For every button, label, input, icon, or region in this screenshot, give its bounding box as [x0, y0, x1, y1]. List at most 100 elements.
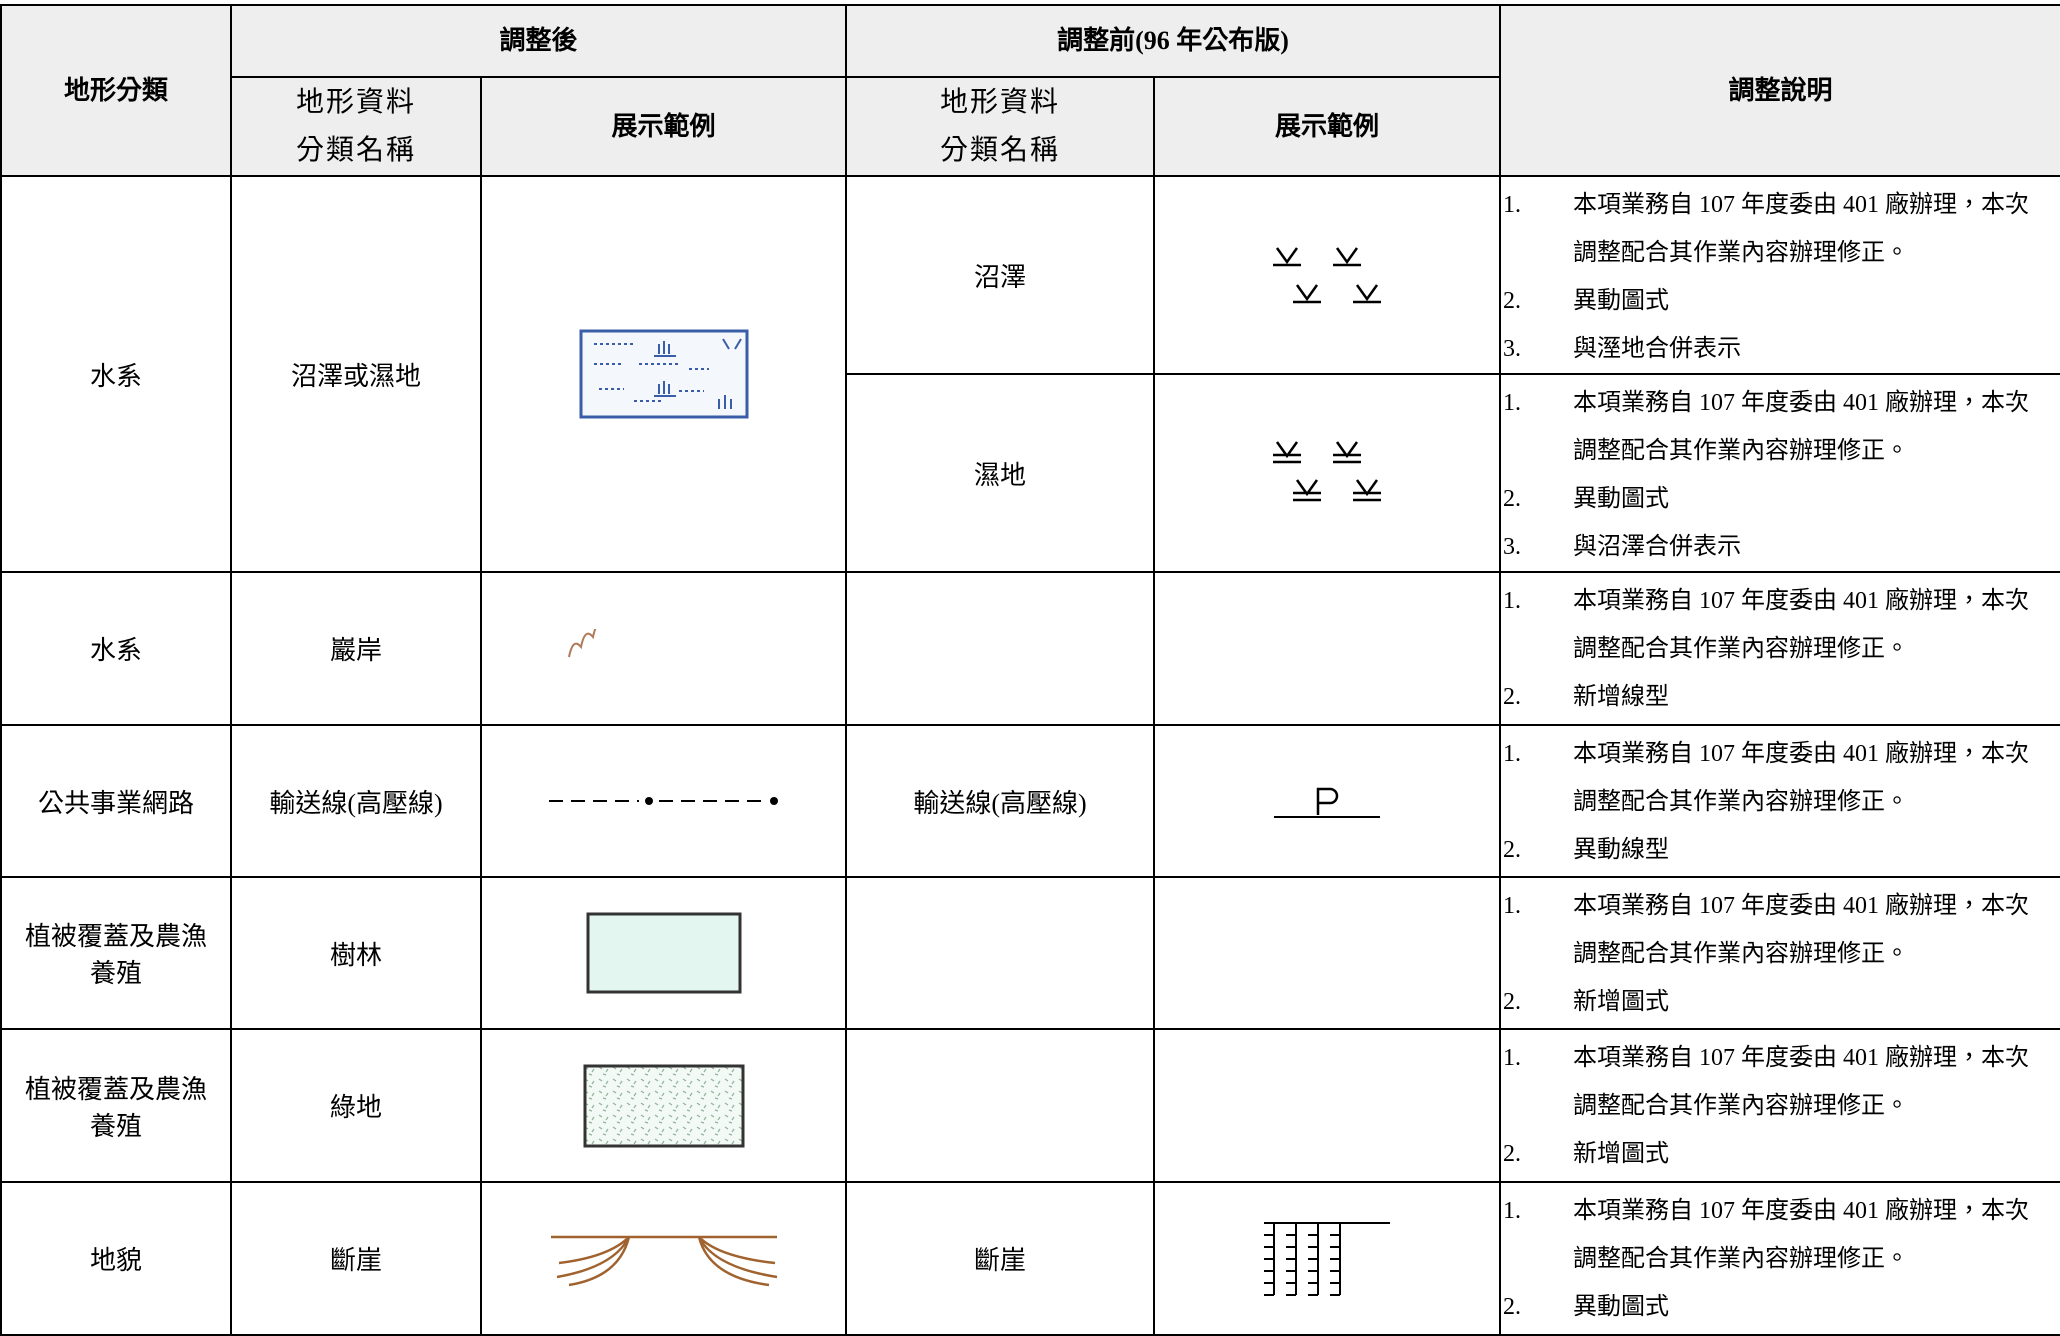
- note-text: 本項業務自 107 年度委由 401 廠辦理，本次調整配合其作業內容辦理修正。: [1573, 588, 2030, 662]
- note-marker: 1.: [1503, 1045, 1522, 1071]
- category-cell: 植被覆蓋及農漁養殖: [0, 1028, 232, 1183]
- notes-cell: 1. 本項業務自 107 年度委由 401 廠辦理，本次調整配合其作業內容辦理修正…: [1499, 1028, 2060, 1183]
- notes-cell: 1. 本項業務自 107 年度委由 401 廠辦理，本次調整配合其作業內容辦理修正…: [1499, 571, 2060, 726]
- rocky-shore-icon: [567, 628, 606, 657]
- marsh-icon: [579, 329, 748, 419]
- note-item: 2. 新增圖式: [1503, 978, 2054, 1026]
- row: 濕地 1. 本項業務自 107 年度委由 401 廠辦理，本次調整配合其作業內容辦…: [1, 373, 2060, 573]
- name-cell: 濕地: [845, 373, 1156, 573]
- header-cell: 調整前(96 年公布版): [845, 4, 1502, 78]
- swamp-icon: [1273, 247, 1382, 304]
- note-text: 新增線型: [1573, 684, 1670, 710]
- note-item: 3. 與沼澤合併表示: [1503, 523, 2054, 571]
- note-text: 異動圖式: [1573, 486, 1670, 512]
- header-line: 地形資料: [940, 86, 1061, 118]
- note-item: 1. 本項業務自 107 年度委由 401 廠辦理，本次調整配合其作業內容辦理修正…: [1503, 577, 2054, 673]
- header-cell: 調整說明: [1499, 4, 2060, 177]
- note-item: 1. 本項業務自 107 年度委由 401 廠辦理，本次調整配合其作業內容辦理修正…: [1503, 181, 2054, 277]
- example-cell: [479, 1028, 848, 1183]
- header-cell: 展示範例: [1153, 76, 1502, 177]
- notes-cell: 1. 本項業務自 107 年度委由 401 廠辦理，本次調整配合其作業內容辦理修正…: [1499, 1181, 2060, 1336]
- note-text: 本項業務自 107 年度委由 401 廠辦理，本次調整配合其作業內容辦理修正。: [1573, 1198, 2030, 1272]
- category-cell: 地貌: [0, 1181, 232, 1336]
- empty-cell: [1153, 1028, 1502, 1183]
- note-text: 本項業務自 107 年度委由 401 廠辦理，本次調整配合其作業內容辦理修正。: [1573, 1045, 2030, 1119]
- example-cell: [479, 1181, 848, 1336]
- header-line: 地形資料: [295, 86, 416, 118]
- category-cell: 水系: [0, 175, 232, 573]
- note-text: 異動圖式: [1573, 288, 1670, 314]
- name-cell: 綠地: [230, 1028, 482, 1183]
- old-powerline-icon: [1274, 787, 1381, 818]
- example-cell: [479, 876, 848, 1030]
- note-marker: 2.: [1503, 486, 1522, 512]
- name-cell: 輸送線(高壓線): [230, 724, 482, 878]
- note-marker: 2.: [1503, 1294, 1522, 1320]
- note-text: 與溼地合併表示: [1573, 336, 1742, 362]
- note-text: 異動圖式: [1573, 1294, 1670, 1320]
- body: {"header":{"category":"地形分類","after":"調整…: [0, 4, 2060, 1336]
- note-marker: 2.: [1503, 837, 1522, 863]
- empty-cell: [1153, 571, 1502, 726]
- note-text: 本項業務自 107 年度委由 401 廠辦理，本次調整配合其作業內容辦理修正。: [1573, 192, 2030, 266]
- note-marker: 1.: [1503, 390, 1522, 416]
- note-marker: 1.: [1503, 741, 1522, 767]
- note-item: 2. 異動圖式: [1503, 1283, 2054, 1331]
- category-cell: 水系: [0, 571, 232, 726]
- note-text: 本項業務自 107 年度委由 401 廠辦理，本次調整配合其作業內容辦理修正。: [1573, 893, 2030, 967]
- name-cell: 沼澤: [845, 175, 1156, 375]
- cliff-icon: [550, 1235, 777, 1286]
- empty-cell: [845, 1028, 1156, 1183]
- category-cell: 公共事業網路: [0, 724, 232, 878]
- notes-cell: 1. 本項業務自 107 年度委由 401 廠辦理，本次調整配合其作業內容辦理修正…: [1499, 724, 2060, 878]
- note-marker: 2.: [1503, 989, 1522, 1015]
- powerline-icon: [548, 797, 778, 805]
- note-item: 1. 本項業務自 107 年度委由 401 廠辦理，本次調整配合其作業內容辦理修正…: [1503, 1187, 2054, 1283]
- note-text: 異動線型: [1573, 837, 1670, 863]
- note-item: 1. 本項業務自 107 年度委由 401 廠辦理，本次調整配合其作業內容辦理修正…: [1503, 882, 2054, 978]
- note-item: 1. 本項業務自 107 年度委由 401 廠辦理，本次調整配合其作業內容辦理修正…: [1503, 730, 2054, 826]
- note-marker: 1.: [1503, 1198, 1522, 1224]
- header-cell: 地形分類: [0, 4, 232, 177]
- example-cell: [479, 724, 848, 878]
- name-cell: 斷崖: [845, 1181, 1156, 1336]
- note-marker: 3.: [1503, 336, 1522, 362]
- note-marker: 1.: [1503, 588, 1522, 614]
- note-marker: 2.: [1503, 1141, 1522, 1167]
- row: 水系 沼澤或濕地 沼澤 1. 本項業務自 107 年度委由 401 廠辦理，本次調…: [0, 175, 2060, 573]
- header-line: 分類名稱: [295, 134, 416, 166]
- note-item: 1. 本項業務自 107 年度委由 401 廠辦理，本次調整配合其作業內容辦理修正…: [1503, 1034, 2054, 1130]
- old-cliff-icon: [1264, 1221, 1391, 1296]
- note-item: 2. 異動線型: [1503, 826, 2054, 874]
- greenland-icon: [583, 1064, 744, 1147]
- name-cell: 斷崖: [230, 1181, 482, 1336]
- comparison-table: 地形分類 調整後 調整前(96 年公布版) 調整說明 地形資料分類名稱 展示範例…: [0, 4, 2060, 1336]
- note-text: 本項業務自 107 年度委由 401 廠辦理，本次調整配合其作業內容辦理修正。: [1573, 390, 2030, 464]
- row: 公共事業網路 輸送線(高壓線) 輸送線(高壓線) 1. 本項業務自 107 年度委…: [0, 724, 2060, 878]
- note-item: 3. 與溼地合併表示: [1503, 325, 2054, 373]
- name-cell: 樹林: [230, 876, 482, 1030]
- forest-icon: [586, 912, 741, 994]
- category-cell: 植被覆蓋及農漁養殖: [0, 876, 232, 1030]
- name-cell: 沼澤或濕地: [230, 175, 482, 573]
- header-line: 分類名稱: [940, 134, 1061, 166]
- empty-cell: [1153, 876, 1502, 1030]
- note-marker: 2.: [1503, 288, 1522, 314]
- notes-cell: 1. 本項業務自 107 年度委由 401 廠辦理，本次調整配合其作業內容辦理修正…: [1499, 175, 2060, 375]
- note-marker: 2.: [1503, 684, 1522, 710]
- empty-cell: [845, 571, 1156, 726]
- header-cell: 展示範例: [479, 76, 848, 177]
- example-cell: [479, 175, 848, 573]
- note-text: 新增圖式: [1573, 1141, 1670, 1167]
- row: 地貌 斷崖 斷崖 1. 本項業務自 107 年度委由 401 廠辦理，本次調整配合…: [0, 1181, 2060, 1336]
- notes-cell: 1. 本項業務自 107 年度委由 401 廠辦理，本次調整配合其作業內容辦理修正…: [1499, 876, 2060, 1030]
- note-item: 2. 新增圖式: [1503, 1130, 2054, 1178]
- header-row: 地形資料分類名稱 展示範例 地形資料分類名稱 展示範例: [1, 76, 2060, 177]
- example-cell: [1153, 1181, 1502, 1336]
- header-row: 地形分類 調整後 調整前(96 年公布版) 調整說明: [0, 4, 2060, 177]
- wetland-icon: [1273, 441, 1382, 502]
- example-cell: [479, 571, 848, 726]
- row: 水系 巖岸 1. 本項業務自 107 年度委由 401 廠辦理，本次調整配合其作業…: [0, 571, 2060, 726]
- header-cell: 調整後: [229, 4, 848, 78]
